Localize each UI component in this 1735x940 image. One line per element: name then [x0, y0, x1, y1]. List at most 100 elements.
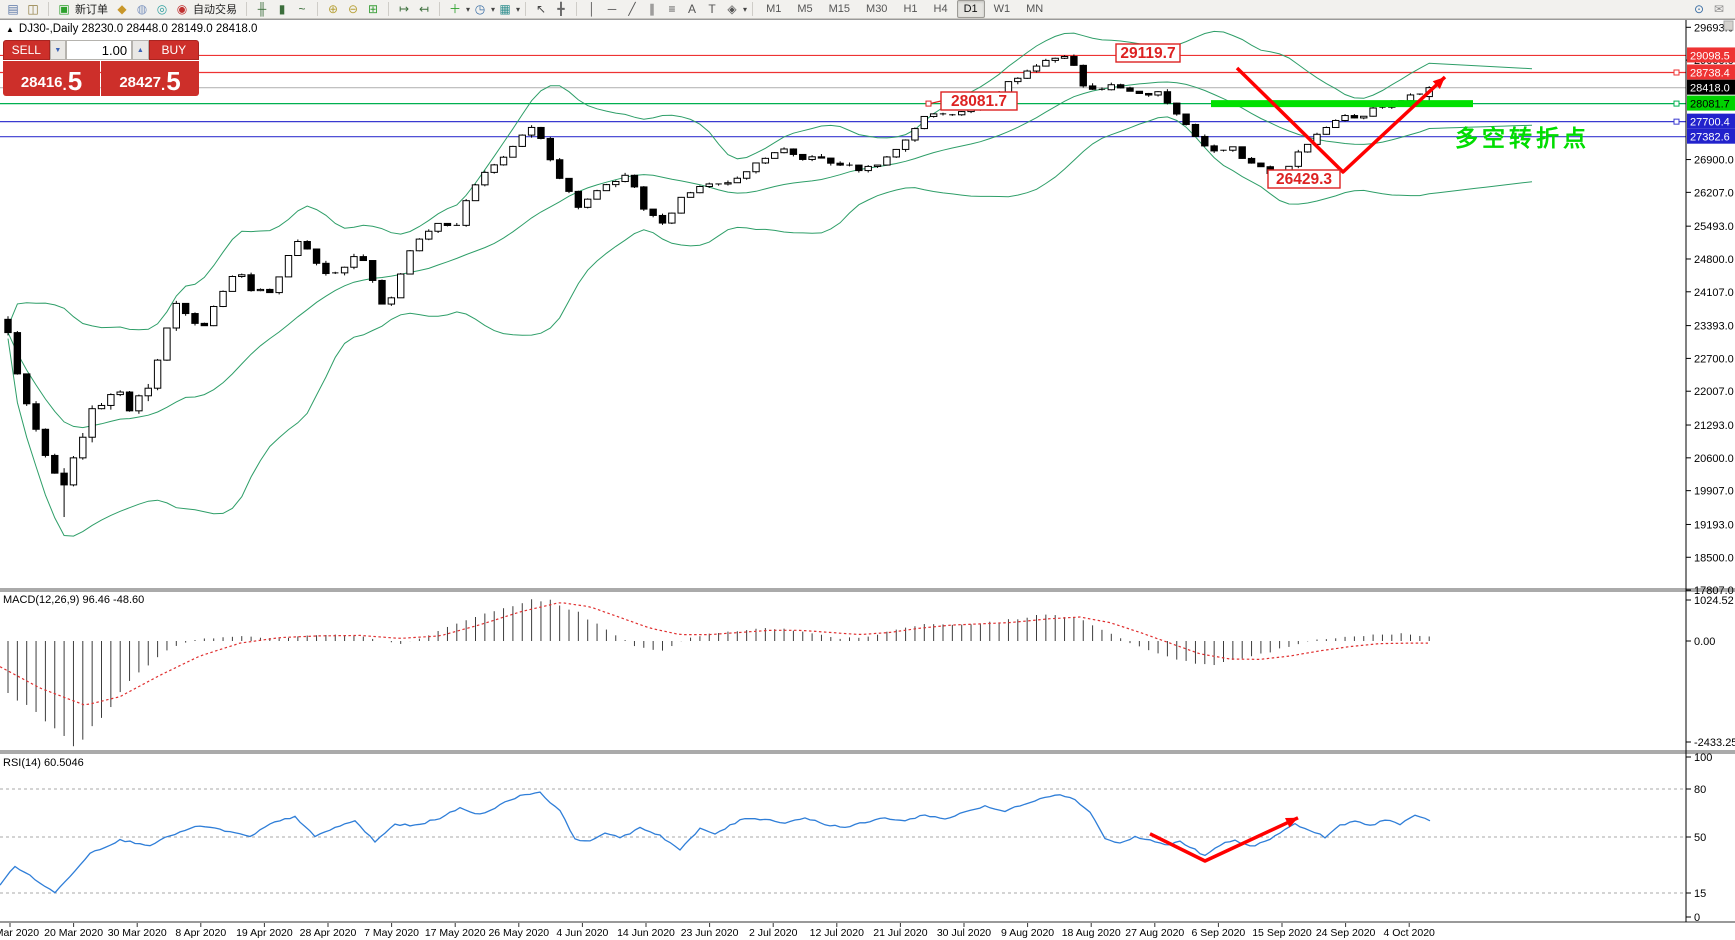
candle-body — [1210, 145, 1218, 152]
templates-icon-caret[interactable]: ▾ — [516, 4, 521, 14]
date-label[interactable]: 17 May 2020 — [425, 927, 486, 939]
candle-body — [1173, 102, 1181, 115]
date-label[interactable]: 28 Apr 2020 — [300, 927, 357, 939]
equidistant-channel-icon[interactable]: ∥ — [649, 2, 656, 16]
sell-button[interactable]: SELL — [3, 40, 50, 60]
hline-handle-28738.4[interactable] — [1673, 69, 1680, 76]
date-label[interactable]: 6 Sep 2020 — [1192, 927, 1246, 939]
indicators-icon-caret[interactable]: ▾ — [466, 4, 471, 14]
new-order-icon[interactable]: ▣ — [58, 2, 70, 16]
date-label[interactable]: 20 Mar 2020 — [44, 927, 103, 939]
bar-chart-icon[interactable]: ╫ — [257, 2, 267, 16]
buy-price[interactable]: 28427. 5 — [101, 61, 199, 96]
price-tag-28081.7[interactable] — [1687, 95, 1735, 111]
price-tag-28418.0[interactable] — [1687, 79, 1735, 95]
date-label[interactable]: 14 Jun 2020 — [617, 927, 675, 939]
date-label[interactable]: 4 Oct 2020 — [1384, 927, 1436, 939]
text-label-icon[interactable]: T — [708, 2, 716, 16]
chart-shift-icon[interactable]: ↤ — [418, 2, 430, 16]
timeframe-d1[interactable]: D1 — [956, 0, 985, 18]
periods-icon-caret[interactable]: ▾ — [491, 4, 496, 14]
crosshair-icon[interactable]: ╋ — [557, 2, 565, 16]
date-label[interactable]: 30 Mar 2020 — [108, 927, 167, 939]
shapes-icon[interactable]: ◈ — [727, 2, 737, 16]
indicators-icon[interactable]: ＋ — [448, 2, 461, 16]
timeframe-mn[interactable]: MN — [1026, 3, 1044, 15]
date-label[interactable]: 12 Jul 2020 — [810, 927, 864, 939]
signals-icon[interactable]: ◎ — [156, 2, 168, 16]
date-label[interactable]: 9 Aug 2020 — [1001, 927, 1054, 939]
swing-low-label-box[interactable] — [1267, 169, 1341, 189]
horizontal-line-icon[interactable]: ─ — [607, 2, 617, 16]
styles-icon[interactable]: ◆ — [117, 2, 127, 16]
autotrading-icon[interactable]: ◉ — [176, 2, 188, 16]
scrollbar-button[interactable] — [1723, 20, 1734, 31]
candle-body — [1070, 56, 1078, 66]
date-label[interactable]: 26 May 2020 — [488, 927, 549, 939]
templates-icon[interactable]: ▦ — [499, 2, 511, 16]
zoom-out-icon[interactable]: ⊖ — [347, 2, 359, 16]
date-label[interactable]: 2 Jul 2020 — [749, 927, 798, 939]
fibonacci-icon[interactable]: ≡ — [668, 2, 676, 16]
text-icon[interactable]: A — [688, 2, 697, 16]
periods-icon[interactable]: ◷ — [474, 2, 486, 16]
candle-body — [144, 387, 152, 397]
hline-handle-28081.7[interactable] — [1673, 100, 1680, 107]
tile-windows-icon[interactable]: ⊞ — [367, 2, 379, 16]
shapes-icon-caret[interactable]: ▾ — [743, 4, 748, 14]
price-tag-27382.6[interactable] — [1687, 128, 1735, 144]
candlestick-chart-icon[interactable]: ▮ — [278, 2, 286, 16]
candle-body — [135, 395, 143, 412]
timeframe-m1[interactable]: M1 — [766, 3, 782, 15]
date-label[interactable]: 24 Sep 2020 — [1316, 927, 1376, 939]
price-v-reversal-arrow[interactable] — [1235, 66, 1447, 174]
price-tag-27700.4[interactable] — [1687, 113, 1735, 129]
price-tag-28738.4[interactable] — [1687, 64, 1735, 80]
vertical-line-icon[interactable]: │ — [588, 2, 596, 16]
chat-icon[interactable]: ✉ — [1713, 2, 1725, 16]
timeframe-h1[interactable]: H1 — [903, 3, 918, 15]
swing-high-label-box[interactable] — [1115, 43, 1181, 63]
trendline-icon[interactable]: ╱ — [628, 2, 636, 16]
support-label-anchor[interactable] — [925, 100, 932, 107]
profiles-icon[interactable]: ◫ — [27, 2, 39, 16]
timeframe-h4[interactable]: H4 — [933, 3, 948, 15]
date-label[interactable]: 7 May 2020 — [364, 927, 419, 939]
rsi-v-reversal-arrow[interactable] — [1149, 816, 1299, 863]
price-tag-29098.5[interactable] — [1687, 47, 1735, 63]
cursor-icon[interactable]: ↖ — [536, 2, 547, 16]
rsi-v-reversal-arrow-head — [1285, 817, 1298, 828]
line-chart-icon[interactable]: ~ — [298, 2, 306, 16]
auto-scroll-icon[interactable]: ↦ — [398, 2, 410, 16]
volume-input[interactable]: 1.00 — [66, 40, 133, 60]
new-chart-icon[interactable]: ▤ — [7, 2, 19, 16]
date-label[interactable]: 8 Apr 2020 — [175, 927, 226, 939]
date-label[interactable]: 23 Jun 2020 — [681, 927, 739, 939]
date-label[interactable]: 19 Apr 2020 — [236, 927, 293, 939]
volume-increase-button[interactable]: ▲ — [132, 40, 149, 60]
rsi-axis-label: 15 — [1694, 888, 1706, 900]
date-label[interactable]: 15 Sep 2020 — [1252, 927, 1312, 939]
timeframe-m5[interactable]: M5 — [797, 3, 813, 15]
date-label[interactable]: 4 Jun 2020 — [556, 927, 608, 939]
hline-handle-27700.4[interactable] — [1673, 118, 1680, 125]
sell-price[interactable]: 28416. 5 — [3, 61, 100, 96]
search-icon[interactable]: ⊙ — [1693, 2, 1705, 16]
candle-body — [153, 359, 162, 389]
date-label[interactable]: 21 Jul 2020 — [873, 927, 927, 939]
timeframe-m15[interactable]: M15 — [828, 3, 851, 15]
timeframe-w1[interactable]: W1 — [993, 3, 1011, 15]
date-label[interactable]: 11 Mar 2020 — [0, 927, 39, 939]
candle-body — [724, 182, 732, 185]
timeframe-m30[interactable]: M30 — [866, 3, 888, 15]
buy-button[interactable]: BUY — [148, 40, 199, 60]
volume-decrease-button[interactable]: ▼ — [49, 40, 67, 60]
window-menu-icon[interactable]: ▲ — [6, 24, 14, 34]
date-label[interactable]: 27 Aug 2020 — [1125, 927, 1184, 939]
date-label[interactable]: 30 Jul 2020 — [937, 927, 991, 939]
date-label[interactable]: 18 Aug 2020 — [1062, 927, 1121, 939]
expert-advisors-icon[interactable]: ◍ — [136, 2, 148, 16]
zoom-in-icon[interactable]: ⊕ — [327, 2, 339, 16]
candle-body — [1229, 146, 1237, 151]
